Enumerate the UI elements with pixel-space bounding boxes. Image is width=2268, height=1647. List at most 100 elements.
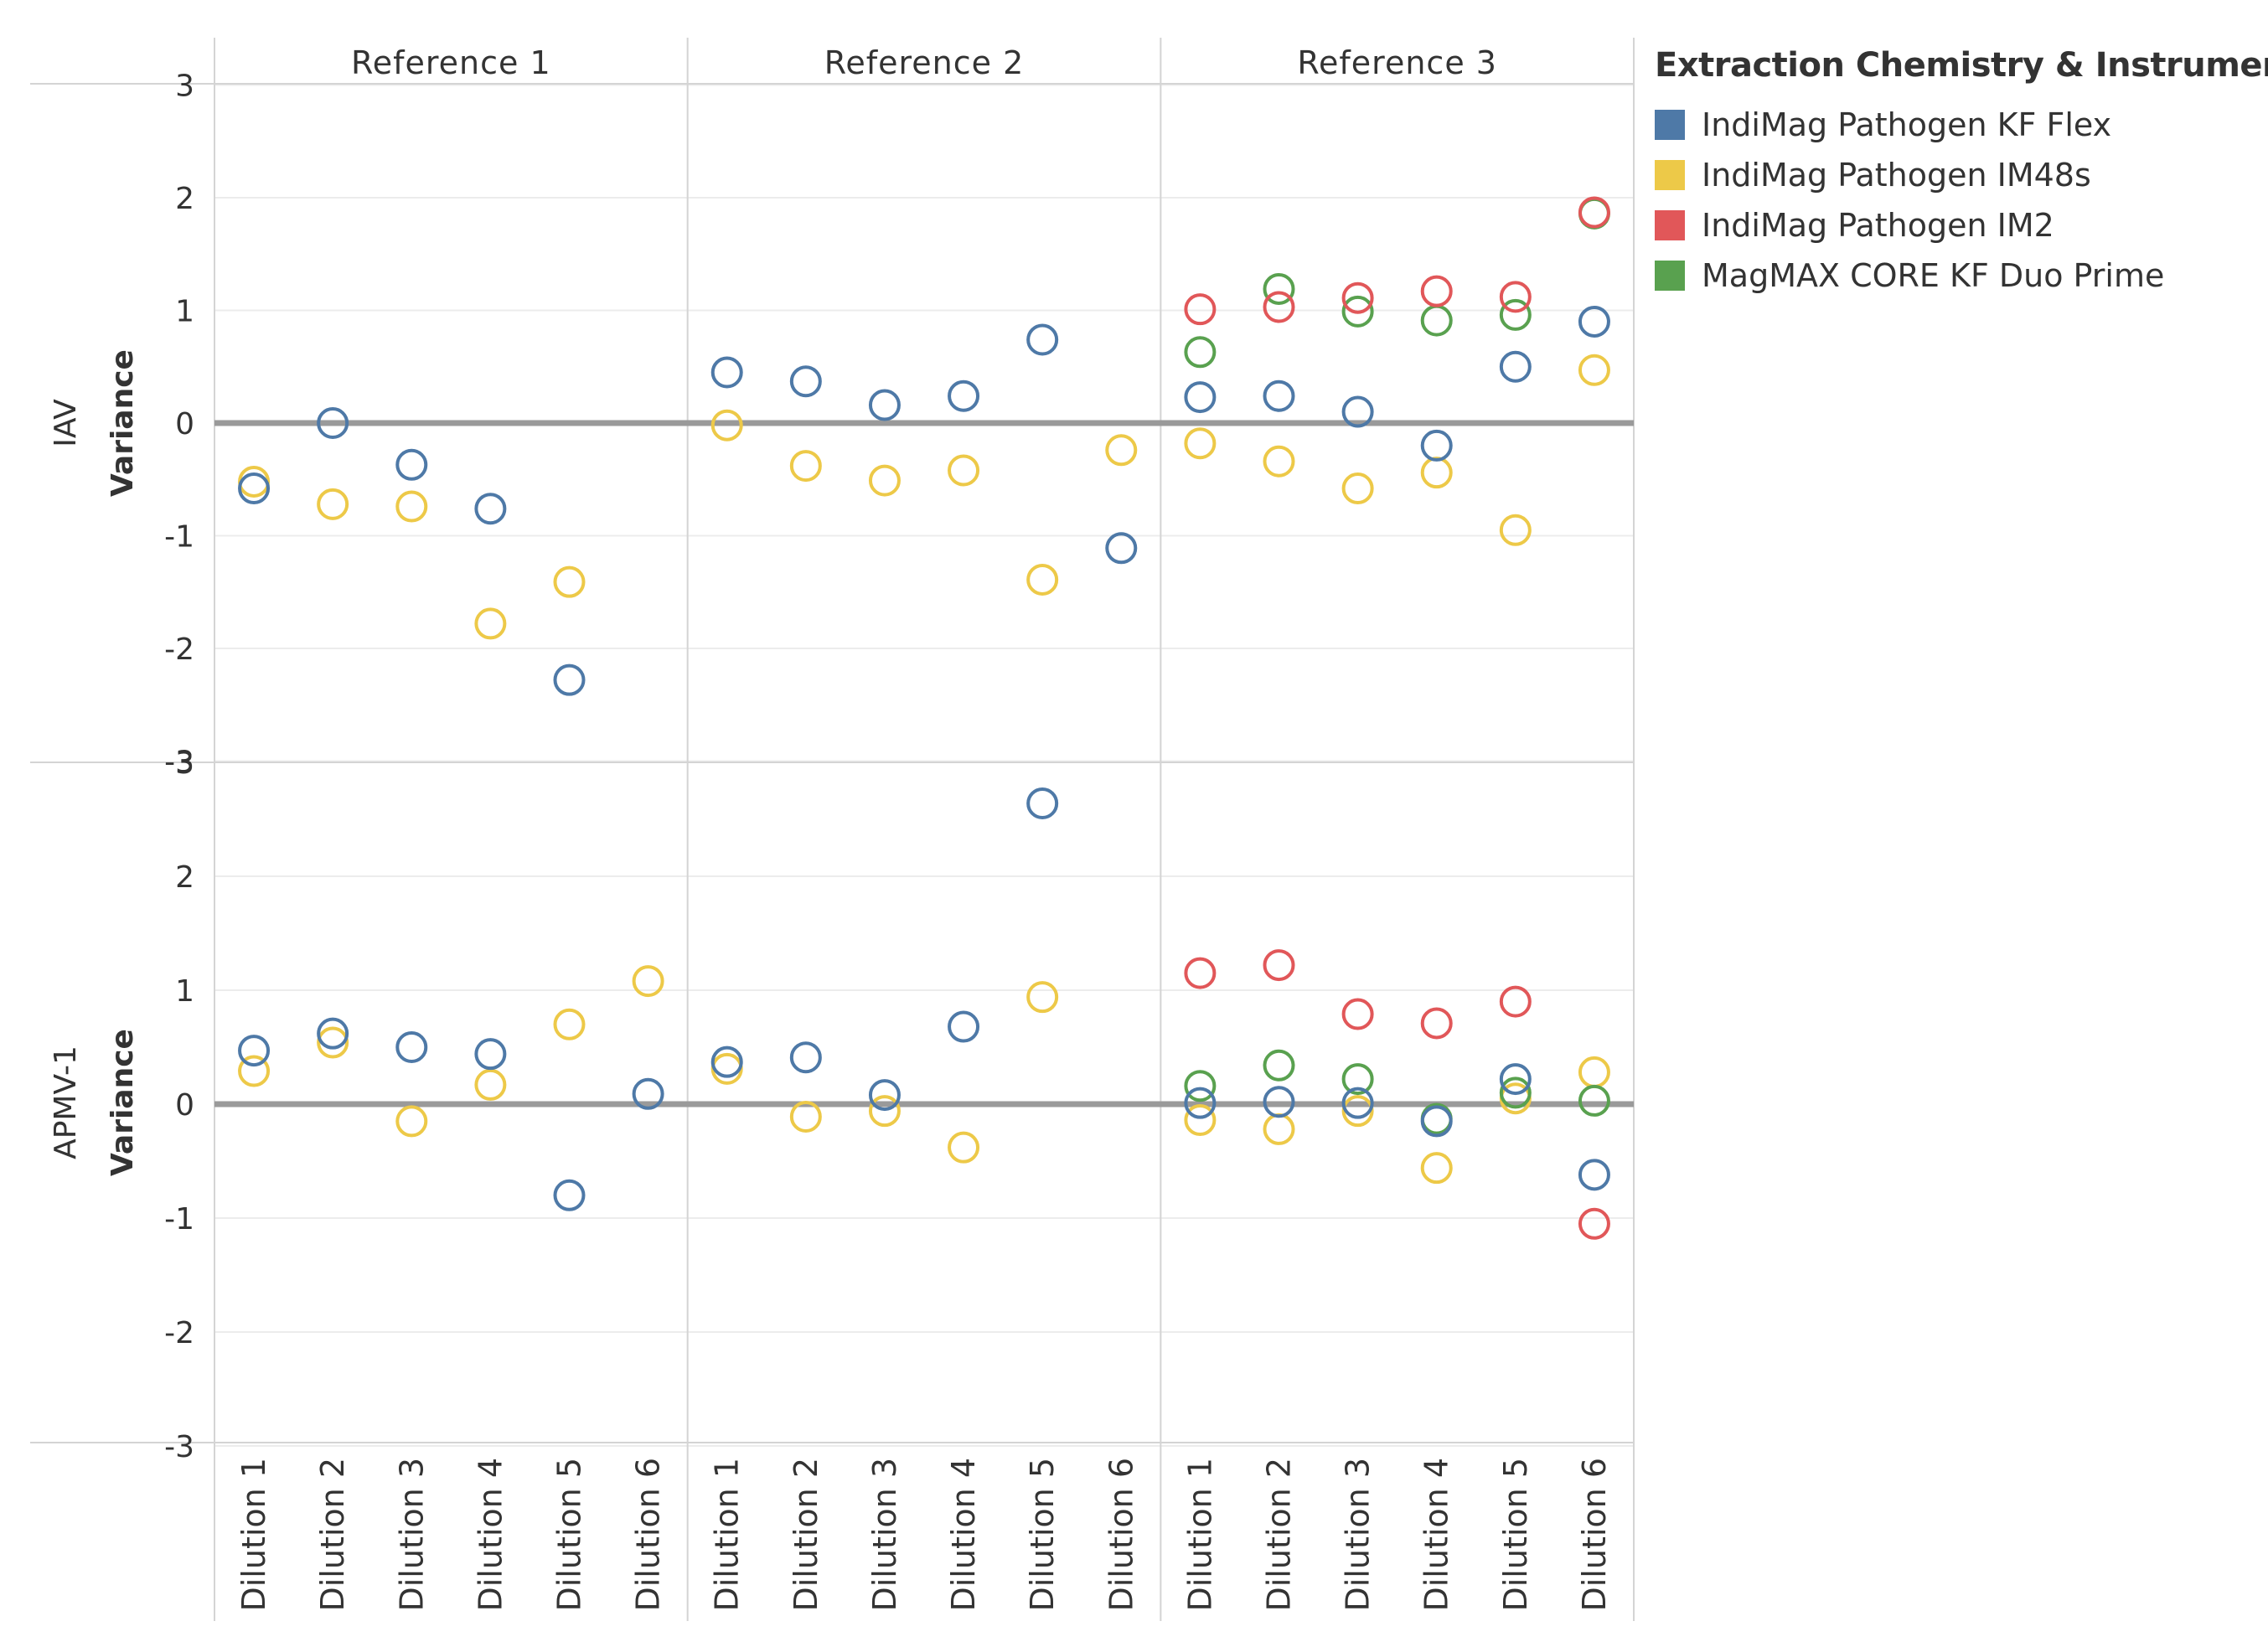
legend-item-kf-flex[interactable]: IndiMag Pathogen KF Flex [1655, 100, 2258, 150]
data-point [1578, 1056, 1610, 1088]
data-point [1263, 445, 1295, 478]
legend-swatch-im2 [1655, 210, 1685, 240]
data-point [1341, 295, 1374, 328]
data-point [1499, 350, 1532, 383]
data-point [395, 1031, 428, 1063]
data-point [1105, 434, 1138, 467]
data-point [868, 464, 901, 497]
x-tick-label: Dilution 6 [1103, 1458, 1139, 1612]
data-point [1184, 381, 1217, 414]
data-point [395, 490, 428, 523]
data-point [317, 488, 349, 520]
data-point [868, 1079, 901, 1112]
legend-swatch-im48s [1655, 160, 1685, 190]
data-point [1420, 1152, 1453, 1185]
y-tick-label: 3 [175, 70, 194, 104]
data-point [1026, 563, 1059, 596]
data-point [710, 1052, 743, 1085]
data-point [1184, 1104, 1217, 1137]
data-point [1105, 532, 1138, 565]
data-point [632, 1077, 664, 1110]
data-point [1578, 1159, 1610, 1191]
data-point [1026, 787, 1059, 819]
data-point [238, 465, 271, 498]
data-point [1420, 1007, 1453, 1040]
y-tick-label: -3 [164, 1430, 194, 1464]
data-point [948, 1010, 980, 1043]
data-point [948, 379, 980, 412]
x-tick-label: Dilution 4 [1418, 1458, 1455, 1612]
x-tick-label: Dilution 6 [1576, 1458, 1613, 1612]
data-point [1341, 395, 1374, 428]
x-tick-label: Dilution 1 [1181, 1458, 1218, 1612]
data-point [553, 1008, 586, 1040]
data-point [948, 1131, 980, 1164]
data-point [1026, 981, 1059, 1014]
data-point [1263, 272, 1295, 305]
y-tick-label: 3 [175, 746, 194, 781]
data-point [1263, 1049, 1295, 1082]
x-tick-label: Dilution 3 [393, 1458, 430, 1612]
data-point [1420, 457, 1453, 489]
data-point [1420, 275, 1453, 307]
x-tick-label: Dilution 1 [235, 1458, 272, 1612]
data-point [1341, 998, 1374, 1030]
y-tick-label: -1 [164, 520, 194, 555]
data-point [395, 1105, 428, 1138]
data-point [395, 448, 428, 481]
data-point [553, 565, 586, 598]
y-tick-label: 2 [175, 182, 194, 216]
data-point [1499, 1076, 1532, 1109]
y-tick-label: 1 [175, 974, 194, 1009]
legend-item-im2[interactable]: IndiMag Pathogen IM2 [1655, 200, 2258, 250]
legend-item-magmax[interactable]: MagMAX CORE KF Duo Prime [1655, 250, 2258, 301]
data-point [789, 1100, 822, 1133]
legend: Extraction Chemistry & Instrument IndiMa… [1655, 46, 2268, 301]
data-point [1341, 472, 1374, 505]
data-point [1578, 1084, 1610, 1117]
data-point [1184, 427, 1217, 460]
data-point [317, 407, 349, 439]
y-tick-label: 0 [175, 1088, 194, 1123]
data-point [317, 1026, 349, 1059]
y-tick-label: 1 [175, 295, 194, 329]
x-tick-label: Dilution 5 [1497, 1458, 1534, 1612]
data-point [1026, 323, 1059, 356]
x-tick-label: Dilution 4 [472, 1458, 509, 1612]
data-point [1263, 291, 1295, 323]
legend-item-im48s[interactable]: IndiMag Pathogen IM48s [1655, 150, 2258, 200]
data-point [1499, 298, 1532, 331]
row-label-top: APMV-1 [49, 1046, 83, 1159]
y-tick-label: 2 [175, 860, 194, 895]
legend-swatch-kf-flex [1655, 110, 1685, 140]
y-tick-label: -2 [164, 1316, 194, 1350]
x-tick-label: Dilution 2 [788, 1458, 824, 1612]
data-point [710, 1046, 743, 1078]
data-point [474, 607, 507, 640]
data-point [1420, 429, 1453, 462]
row-label-top: IAV [49, 399, 83, 447]
data-point [238, 472, 271, 505]
y-tick-label: -3 [164, 746, 194, 780]
data-point [317, 1017, 349, 1050]
y-tick-label: -2 [164, 632, 194, 667]
x-tick-label: Dilution 1 [709, 1458, 746, 1612]
data-point [1263, 1086, 1295, 1118]
data-point [1263, 379, 1295, 412]
x-tick-label: Dilution 4 [945, 1458, 982, 1612]
data-point [948, 454, 980, 487]
data-point [474, 1038, 507, 1071]
data-point [1499, 514, 1532, 546]
data-point [1184, 336, 1217, 369]
data-point [789, 365, 822, 398]
data-point [1499, 281, 1532, 313]
column-header: Reference 2 [824, 44, 1025, 81]
y-tick-label: 0 [175, 407, 194, 441]
data-point [1578, 1207, 1610, 1240]
data-point [1184, 1070, 1217, 1102]
data-point [1341, 281, 1374, 314]
data-point [474, 493, 507, 525]
data-point [1578, 196, 1610, 229]
